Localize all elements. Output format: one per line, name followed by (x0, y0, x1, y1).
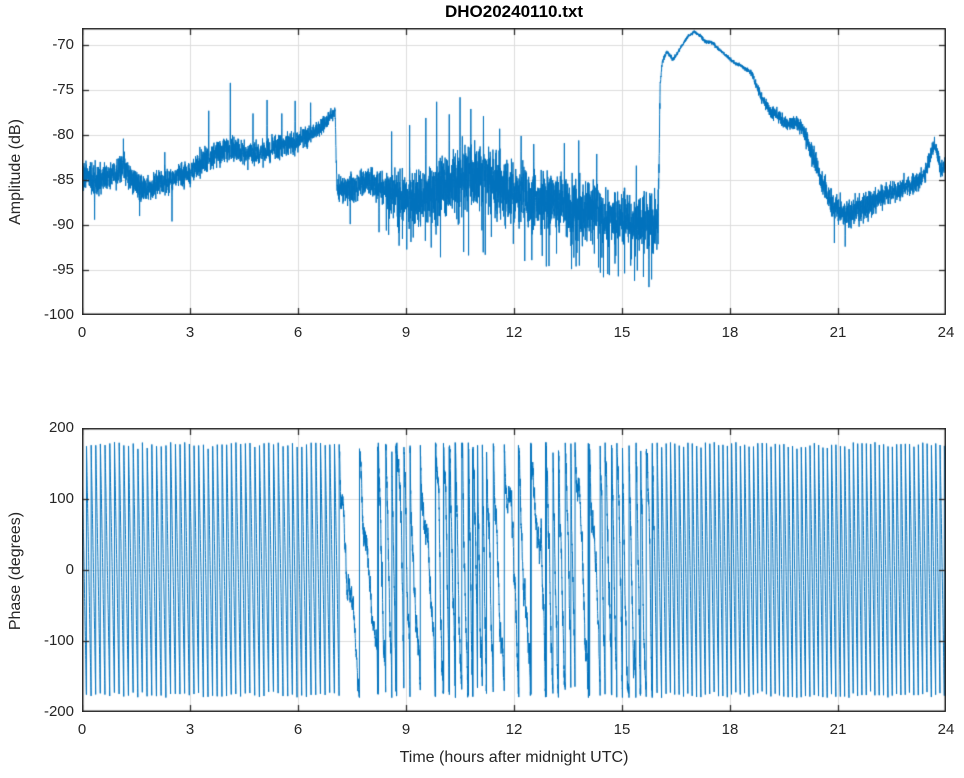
amplitude-x-tick-label: 15 (613, 324, 631, 341)
amplitude-x-tick-label: 3 (185, 324, 195, 341)
phase-x-tick-label: 12 (505, 721, 523, 738)
amplitude-x-tick-label: 9 (401, 324, 411, 341)
phase-x-tick-label: 6 (293, 721, 303, 738)
phase-x-tick-label: 18 (721, 721, 739, 738)
amplitude-x-tick-label: 0 (77, 324, 87, 341)
amplitude-x-tick-label: 21 (829, 324, 847, 341)
amplitude-y-tick-label: -70 (52, 36, 74, 54)
phase-y-tick-label: 200 (48, 419, 74, 436)
time-x-axis-label: Time (hours after midnight UTC) (399, 749, 629, 766)
phase-y-tick-label: -200 (43, 703, 74, 720)
amplitude-x-tick-label: 18 (721, 324, 739, 341)
amplitude-plot-canvas (82, 28, 946, 315)
amplitude-x-tick-label: 6 (293, 324, 303, 341)
amplitude-y-tick-label: -95 (52, 261, 74, 279)
phase-x-tick-label: 3 (185, 721, 195, 738)
amplitude-y-tick-label: -100 (43, 306, 74, 323)
phase-y-tick-label: 100 (48, 490, 74, 507)
phase-y-tick-label: 0 (65, 561, 74, 578)
plot-title: DHO20240110.txt (445, 2, 583, 21)
phase-x-tick-label: 21 (829, 721, 847, 738)
phase-x-tick-label: 0 (77, 721, 87, 738)
phase-x-tick-label: 24 (937, 721, 955, 738)
amplitude-y-tick-label: -75 (52, 81, 74, 99)
phase-y-tick-label: -100 (43, 632, 74, 649)
amplitude-x-tick-label: 24 (937, 324, 955, 341)
amplitude-y-tick-label: -90 (52, 216, 74, 234)
phase-x-tick-label: 9 (401, 721, 411, 738)
amplitude-y-tick-label: -80 (52, 126, 74, 144)
phase-x-tick-label: 15 (613, 721, 631, 738)
phase-plot-canvas (82, 428, 946, 712)
amplitude-y-tick-label: -85 (52, 171, 74, 189)
amplitude-x-tick-label: 12 (505, 324, 523, 341)
